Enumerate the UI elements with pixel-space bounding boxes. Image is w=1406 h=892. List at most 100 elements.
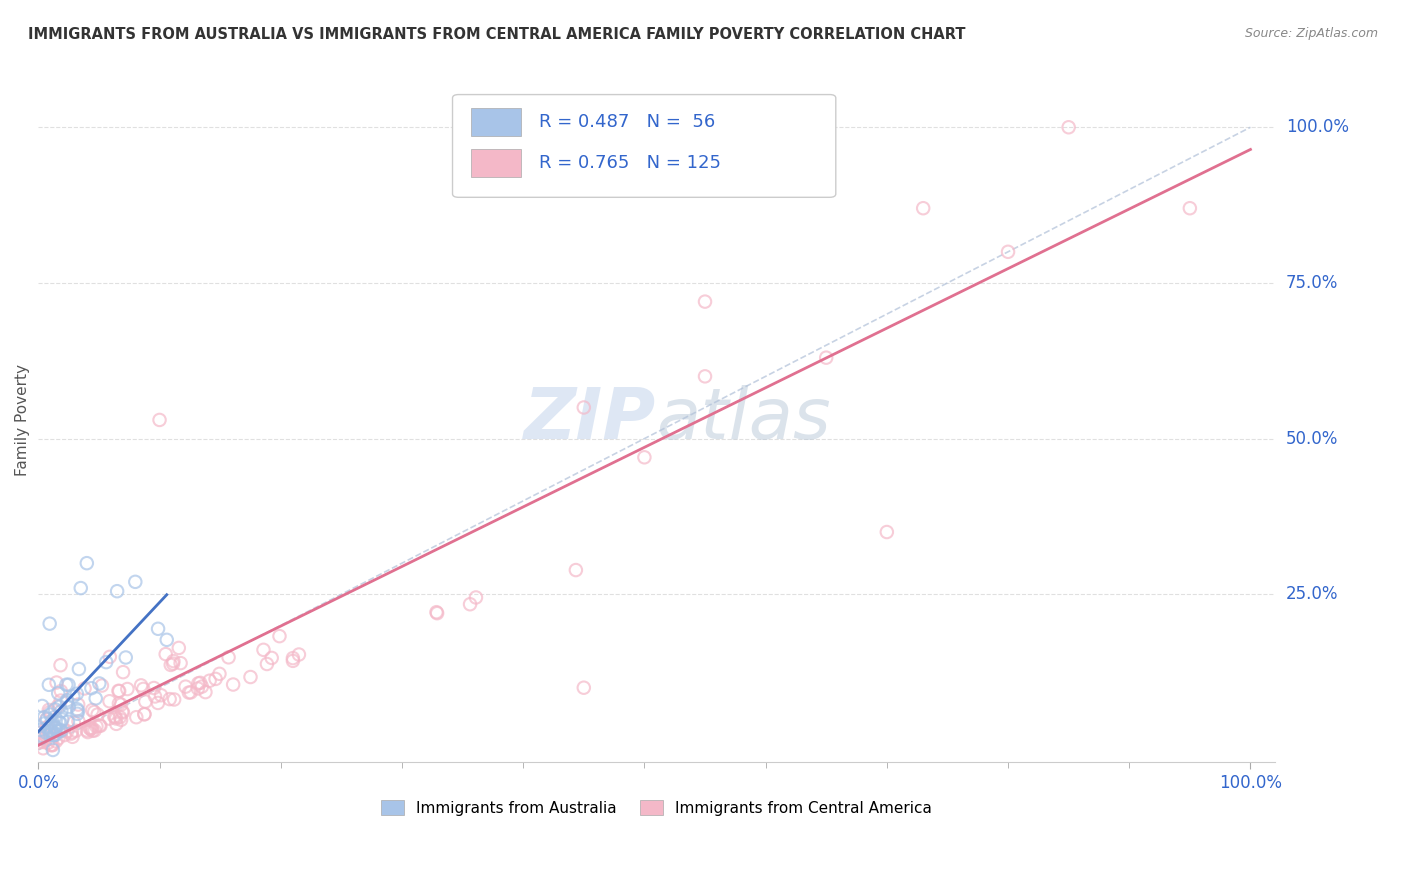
Point [41, 738, 63, 752]
Point [693, 369, 716, 384]
Point [167, 640, 190, 655]
Point [38, 724, 60, 739]
Point [426, 606, 449, 620]
Point [146, 696, 169, 710]
Point [108, 684, 131, 698]
Point [256, 657, 278, 671]
Point [48, 699, 70, 714]
Point [66, 687, 89, 701]
Point [188, 676, 211, 690]
Point [134, 707, 156, 722]
Point [35, 712, 58, 726]
Point [30, 723, 52, 737]
Point [86, 707, 108, 722]
Point [80, 722, 103, 736]
Point [129, 678, 152, 692]
Point [38, 705, 60, 719]
Point [110, 698, 132, 712]
Point [38, 678, 60, 692]
Point [80, 721, 103, 735]
Point [62, 730, 84, 744]
Point [34, 733, 56, 747]
Point [42, 729, 65, 743]
Point [38, 616, 60, 631]
Point [35, 721, 58, 735]
Point [269, 629, 291, 643]
Point [34, 716, 56, 731]
Point [239, 670, 262, 684]
Point [45, 675, 67, 690]
Point [198, 673, 221, 688]
Point [815, 120, 838, 135]
Point [997, 244, 1019, 259]
Point [42, 738, 65, 752]
Point [79, 722, 101, 736]
Point [46, 723, 69, 738]
Point [51, 704, 73, 718]
Point [58, 678, 80, 692]
Point [288, 648, 311, 662]
Point [96, 655, 118, 669]
Point [35, 725, 58, 739]
Point [204, 672, 226, 686]
Point [38, 727, 60, 741]
Point [76, 725, 98, 739]
Point [174, 680, 197, 694]
Point [1057, 120, 1080, 135]
Text: atlas: atlas [657, 385, 831, 454]
FancyBboxPatch shape [453, 95, 835, 197]
Point [73, 681, 96, 696]
Text: 100.0%: 100.0% [1286, 119, 1348, 136]
Point [177, 685, 200, 699]
Point [565, 563, 588, 577]
Point [56, 714, 79, 729]
Point [572, 401, 595, 415]
Point [693, 294, 716, 309]
Text: R = 0.765   N = 125: R = 0.765 N = 125 [538, 154, 721, 172]
Point [53, 728, 76, 742]
Point [155, 647, 177, 661]
Point [32, 735, 55, 749]
Point [112, 665, 135, 680]
Point [30, 731, 52, 745]
Point [125, 710, 148, 724]
Point [83, 705, 105, 719]
Point [39, 707, 62, 722]
Point [105, 711, 128, 725]
Point [31, 731, 53, 746]
Point [105, 584, 128, 599]
FancyBboxPatch shape [471, 108, 520, 136]
Point [28, 726, 51, 740]
Point [44, 710, 66, 724]
Text: 50.0%: 50.0% [1286, 430, 1339, 448]
Text: 75.0%: 75.0% [1286, 274, 1339, 292]
Point [66, 704, 89, 718]
Point [124, 574, 146, 589]
Point [86, 719, 108, 733]
Point [66, 706, 89, 721]
Point [912, 201, 935, 215]
Point [108, 697, 131, 711]
Point [132, 681, 155, 696]
Text: Source: ZipAtlas.com: Source: ZipAtlas.com [1244, 27, 1378, 40]
Text: ZIP: ZIP [524, 385, 657, 454]
Point [45, 723, 67, 738]
Point [89, 719, 111, 733]
Point [69, 581, 91, 595]
Legend: Immigrants from Australia, Immigrants from Central America: Immigrants from Australia, Immigrants fr… [374, 792, 939, 823]
Point [38, 703, 60, 717]
Point [42, 743, 65, 757]
Point [63, 715, 86, 730]
Point [281, 654, 304, 668]
Point [76, 556, 98, 570]
Point [107, 683, 129, 698]
Point [458, 597, 481, 611]
Point [62, 690, 84, 704]
Point [60, 725, 83, 739]
Point [46, 699, 69, 714]
Point [156, 632, 179, 647]
Point [32, 741, 55, 756]
Point [159, 692, 181, 706]
Point [42, 728, 65, 742]
Point [35, 713, 58, 727]
